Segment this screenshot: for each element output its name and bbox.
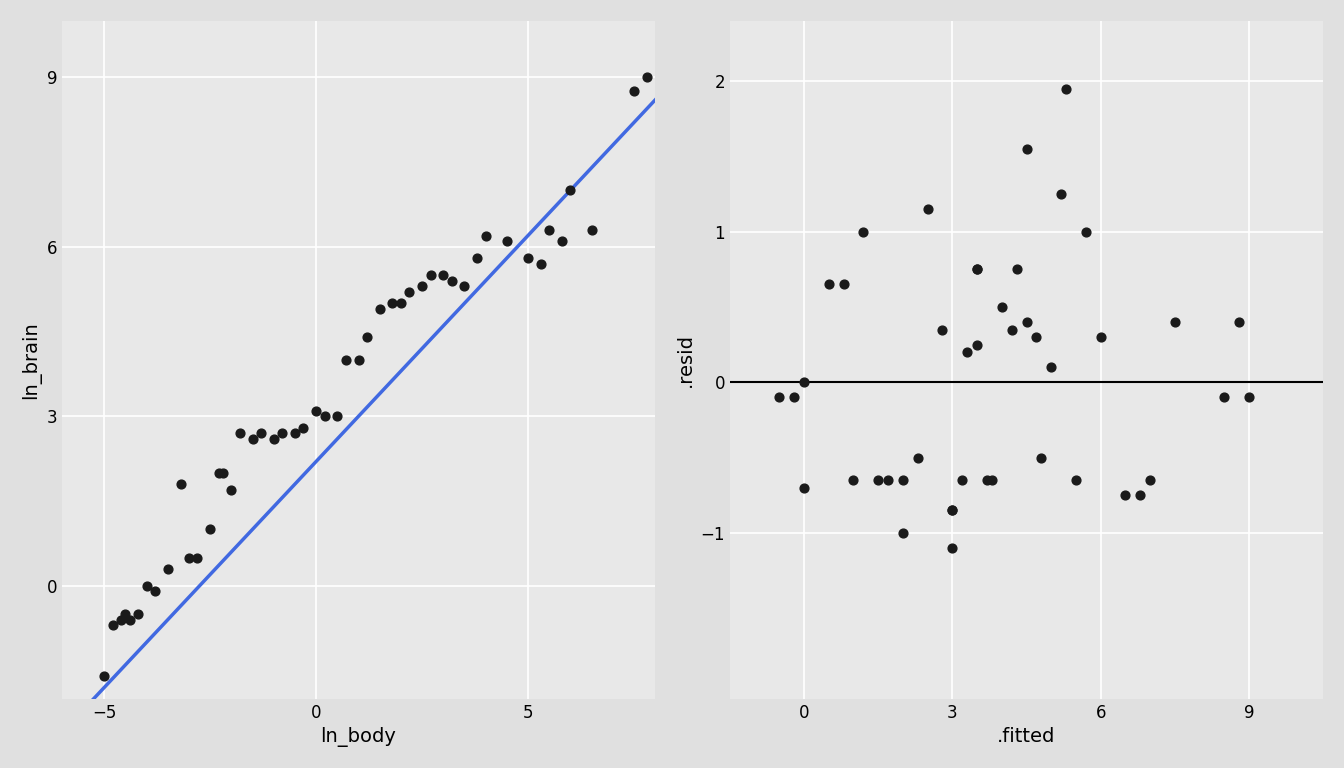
Point <box>976 474 997 486</box>
Point <box>1129 489 1150 502</box>
Point <box>818 278 840 290</box>
Point <box>907 452 929 464</box>
Point <box>114 607 136 620</box>
Point <box>102 619 124 631</box>
Point <box>1005 263 1027 276</box>
Point <box>1164 316 1185 328</box>
Point <box>179 551 200 564</box>
Point <box>624 85 645 98</box>
X-axis label: ln_body: ln_body <box>321 727 396 747</box>
Point <box>454 280 476 293</box>
Point <box>242 432 263 445</box>
Point <box>118 614 140 626</box>
Point <box>952 474 973 486</box>
Y-axis label: .resid: .resid <box>676 333 695 387</box>
Point <box>1214 392 1235 404</box>
Point <box>314 410 336 422</box>
Point <box>327 410 348 422</box>
Point <box>1016 316 1038 328</box>
Point <box>305 405 327 417</box>
Point <box>399 286 421 298</box>
Point <box>966 339 988 351</box>
Point <box>981 474 1003 486</box>
Point <box>833 278 855 290</box>
Point <box>250 427 271 439</box>
Point <box>441 274 462 286</box>
Point <box>957 346 978 359</box>
Point <box>852 226 874 238</box>
Point <box>271 427 293 439</box>
Point <box>1140 474 1161 486</box>
Point <box>530 257 551 270</box>
Point <box>539 223 560 236</box>
Point <box>263 432 285 445</box>
Point <box>867 474 888 486</box>
Point <box>892 474 914 486</box>
Point <box>390 297 411 310</box>
Point <box>917 203 938 215</box>
Point <box>1228 316 1250 328</box>
Point <box>793 482 814 494</box>
Point <box>1055 82 1077 94</box>
Point <box>1001 323 1023 336</box>
Point <box>370 303 391 315</box>
Point <box>1066 474 1087 486</box>
Point <box>199 523 220 535</box>
Point <box>356 331 378 343</box>
Point <box>991 301 1012 313</box>
Point <box>157 563 179 575</box>
Point <box>212 467 234 479</box>
Point <box>466 252 488 264</box>
Point <box>636 71 657 84</box>
Point <box>966 263 988 276</box>
Point <box>942 542 964 554</box>
Point <box>1051 188 1073 200</box>
Point <box>496 235 517 247</box>
Point <box>843 474 864 486</box>
Point <box>793 376 814 389</box>
Point <box>942 505 964 517</box>
Point <box>1075 226 1097 238</box>
Point <box>94 670 116 682</box>
Point <box>228 427 250 439</box>
Point <box>878 474 899 486</box>
Point <box>128 607 149 620</box>
Point <box>419 269 441 281</box>
Point <box>559 184 581 197</box>
Point <box>1040 361 1062 373</box>
Point <box>208 467 230 479</box>
Point <box>110 614 132 626</box>
Point <box>892 527 914 539</box>
Y-axis label: ln_brain: ln_brain <box>22 321 40 399</box>
Point <box>220 484 242 496</box>
Point <box>187 551 208 564</box>
Point <box>293 422 314 434</box>
Point <box>1031 452 1052 464</box>
Point <box>551 235 573 247</box>
Point <box>931 323 953 336</box>
Point <box>581 223 602 236</box>
Point <box>942 505 964 517</box>
Point <box>144 585 165 598</box>
Point <box>474 230 496 242</box>
Point <box>1025 331 1047 343</box>
Point <box>1238 392 1259 404</box>
Point <box>769 392 790 404</box>
Point <box>382 297 403 310</box>
Point <box>411 280 433 293</box>
X-axis label: .fitted: .fitted <box>997 727 1056 746</box>
Point <box>433 269 454 281</box>
Point <box>1016 143 1038 155</box>
Point <box>348 353 370 366</box>
Point <box>136 580 157 592</box>
Point <box>1090 331 1111 343</box>
Point <box>335 353 356 366</box>
Point <box>784 392 805 404</box>
Point <box>284 427 305 439</box>
Point <box>1114 489 1136 502</box>
Point <box>169 478 191 490</box>
Point <box>517 252 539 264</box>
Point <box>966 263 988 276</box>
